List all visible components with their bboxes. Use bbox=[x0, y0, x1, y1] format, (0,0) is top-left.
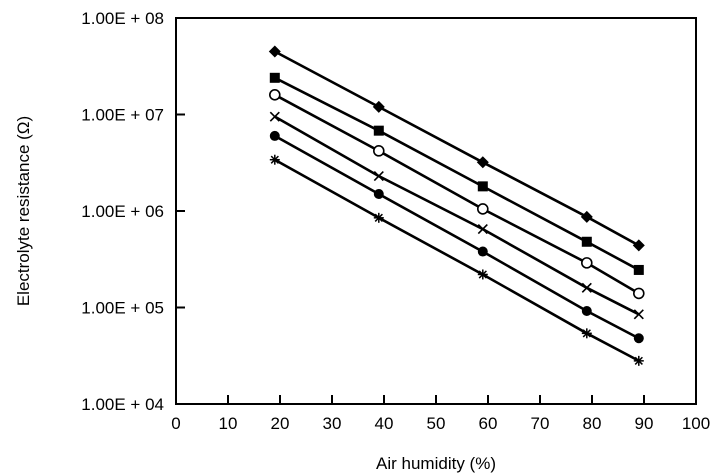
data-point bbox=[477, 223, 488, 235]
data-point bbox=[581, 236, 592, 247]
data-point bbox=[580, 257, 593, 269]
x-tick-label: 10 bbox=[219, 414, 238, 433]
data-point bbox=[373, 125, 384, 136]
data-point bbox=[269, 130, 280, 141]
x-tick-label: 40 bbox=[375, 414, 394, 433]
data-point bbox=[268, 45, 281, 58]
data-point bbox=[268, 89, 281, 101]
y-axis-title: Electrolyte resistance (Ω) bbox=[14, 116, 33, 306]
x-axis-title: Air humidity (%) bbox=[376, 454, 496, 473]
series-layer bbox=[268, 45, 645, 366]
data-point bbox=[633, 309, 644, 320]
data-point bbox=[632, 287, 645, 300]
x-tick-label: 30 bbox=[323, 414, 342, 433]
series-6 bbox=[269, 154, 644, 366]
plot-frame bbox=[175, 17, 697, 405]
data-point bbox=[372, 100, 385, 113]
y-axis: 1.00E + 04 1.00E + 05 1.00E + 06 1.00E + 07… bbox=[81, 9, 185, 414]
data-point bbox=[580, 210, 593, 223]
data-point bbox=[633, 264, 644, 275]
series-5 bbox=[269, 130, 644, 344]
data-point bbox=[581, 305, 592, 316]
x-tick-label: 70 bbox=[531, 414, 550, 433]
data-point bbox=[373, 171, 384, 182]
x-tick-label: 80 bbox=[583, 414, 602, 433]
x-axis: 0 10 20 30 40 50 60 70 80 90 100 bbox=[171, 395, 710, 433]
data-point bbox=[269, 72, 280, 83]
data-point bbox=[633, 355, 644, 366]
y-tick-label: 1.00E + 04 bbox=[81, 395, 164, 414]
x-tick-label: 100 bbox=[682, 414, 710, 433]
data-point bbox=[477, 246, 488, 257]
series-4 bbox=[269, 111, 644, 320]
data-point bbox=[477, 181, 488, 192]
x-tick-label: 0 bbox=[171, 414, 180, 433]
data-point bbox=[269, 111, 280, 122]
data-point bbox=[632, 239, 645, 252]
data-point bbox=[477, 269, 488, 280]
y-tick-label: 1.00E + 08 bbox=[81, 9, 164, 28]
x-tick-label: 60 bbox=[479, 414, 498, 433]
data-point bbox=[269, 154, 280, 165]
x-tick-label: 50 bbox=[427, 414, 446, 433]
data-point bbox=[581, 282, 592, 293]
data-point bbox=[373, 189, 384, 200]
data-point bbox=[476, 156, 489, 169]
series-3 bbox=[268, 89, 645, 300]
data-point bbox=[373, 212, 384, 223]
x-tick-label: 90 bbox=[635, 414, 654, 433]
data-point bbox=[372, 145, 385, 157]
y-tick-label: 1.00E + 07 bbox=[81, 106, 164, 125]
series-1 bbox=[268, 45, 645, 252]
data-point bbox=[581, 328, 592, 339]
y-tick-label: 1.00E + 05 bbox=[81, 299, 164, 318]
x-tick-label: 20 bbox=[271, 414, 290, 433]
data-point bbox=[476, 203, 489, 215]
data-point bbox=[633, 333, 644, 344]
y-tick-label: 1.00E + 06 bbox=[81, 202, 164, 221]
series-2 bbox=[269, 72, 644, 275]
